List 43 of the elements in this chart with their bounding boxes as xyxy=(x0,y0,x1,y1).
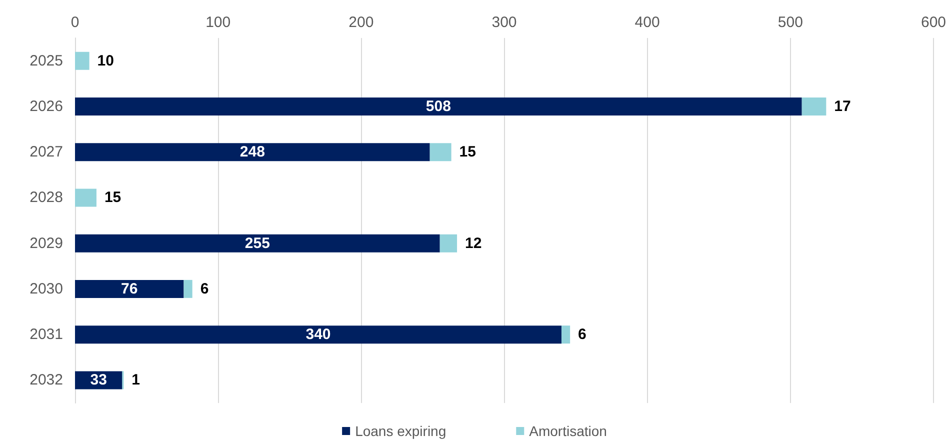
bar xyxy=(430,143,452,162)
legend-label: Loans expiring xyxy=(355,423,446,439)
y-tick-label: 2030 xyxy=(30,280,63,298)
data-label: 10 xyxy=(97,52,114,70)
bar xyxy=(75,234,440,252)
bar xyxy=(75,326,562,344)
x-tick-label: 200 xyxy=(348,14,374,31)
bar xyxy=(75,188,96,207)
y-tick-label: 2028 xyxy=(30,189,63,206)
data-label: 1 xyxy=(132,372,140,389)
data-label: 76 xyxy=(121,280,138,298)
y-tick-label: 2031 xyxy=(30,326,63,344)
y-tick-label: 2025 xyxy=(30,52,63,70)
x-tick-label: 500 xyxy=(778,14,803,31)
y-tick-label: 2026 xyxy=(30,98,63,115)
bar xyxy=(75,97,802,116)
y-tick-label: 2029 xyxy=(30,234,63,252)
data-label: 12 xyxy=(465,234,482,252)
data-label: 6 xyxy=(200,280,209,298)
x-tick-label: 300 xyxy=(492,14,517,31)
x-tick-label: 100 xyxy=(206,14,231,31)
legend-label: Amortisation xyxy=(529,423,607,439)
bar xyxy=(75,280,184,298)
data-label: 248 xyxy=(240,144,265,161)
bar xyxy=(75,52,90,70)
bar xyxy=(75,143,430,162)
bar xyxy=(440,234,458,252)
y-tick-label: 2027 xyxy=(30,144,63,161)
y-tick-label: 2032 xyxy=(30,372,63,389)
data-label: 15 xyxy=(104,189,122,206)
x-tick-label: 400 xyxy=(634,14,660,31)
data-label: 255 xyxy=(244,234,270,252)
bar xyxy=(802,97,826,116)
bar xyxy=(184,280,192,298)
bar xyxy=(561,326,570,344)
x-tick-label: 600 xyxy=(920,14,946,31)
data-label: 17 xyxy=(834,98,851,115)
data-label: 340 xyxy=(306,326,331,344)
x-tick-label: 0 xyxy=(70,14,80,31)
data-label: 508 xyxy=(426,98,451,115)
data-label: 33 xyxy=(90,372,107,389)
data-label: 6 xyxy=(578,326,586,344)
data-label: 15 xyxy=(459,144,476,161)
